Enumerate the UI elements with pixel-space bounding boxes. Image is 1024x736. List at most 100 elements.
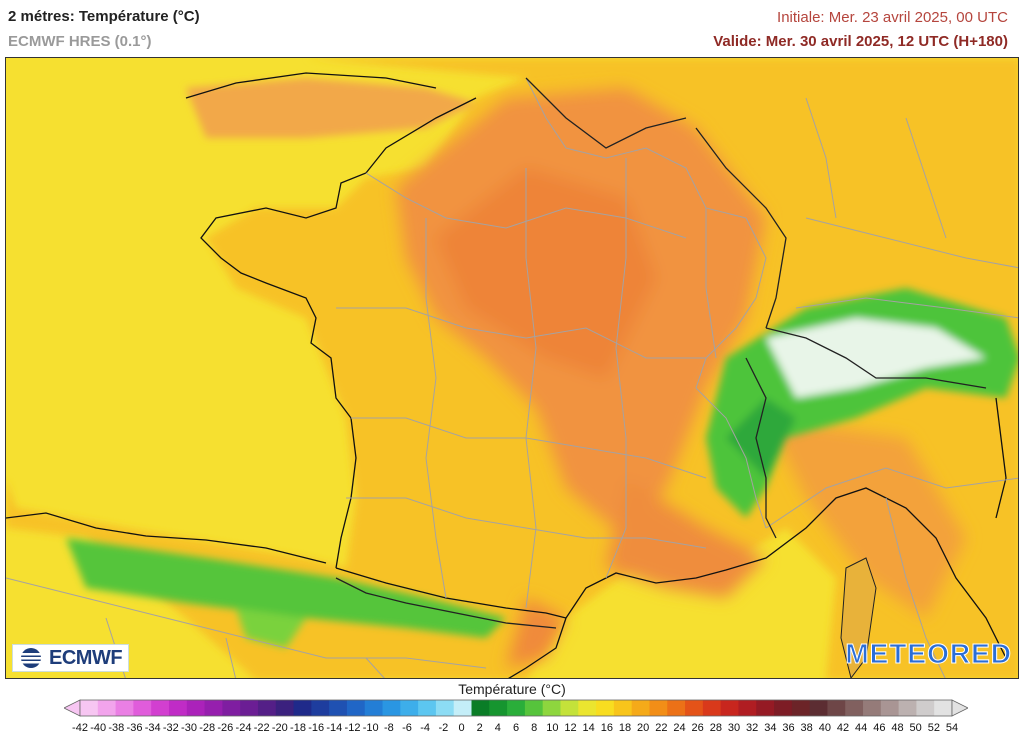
colorbar-segment	[631, 700, 650, 716]
colorbar-segment	[560, 700, 579, 716]
corsica-island	[840, 557, 877, 678]
valid-time: Valide: Mer. 30 avril 2025, 12 UTC (H+18…	[713, 33, 1008, 50]
colorbar-segment	[115, 700, 134, 716]
colorbar-tick-label: -26	[217, 722, 234, 734]
colorbar-tick-label: 38	[800, 722, 813, 734]
initial-time: Initiale: Mer. 23 avril 2025, 00 UTC	[777, 9, 1008, 26]
colorbar-tick-label: -16	[308, 722, 325, 734]
colorbar-segment	[880, 700, 900, 716]
colorbar-segment	[507, 700, 526, 716]
colorbar-tick-label: -42	[72, 722, 88, 734]
colorbar-segment	[756, 700, 775, 716]
colorbar-segment	[845, 700, 864, 716]
colorbar-tick-label: 42	[836, 722, 850, 734]
colorbar-segment	[649, 700, 668, 716]
colorbar-tick-label: 16	[600, 722, 613, 734]
colorbar-tick-label: -28	[199, 722, 216, 734]
alps-mountains	[706, 288, 1018, 518]
colorbar-segment	[400, 700, 419, 716]
colorbar-tick-label: 44	[855, 722, 868, 734]
colorbar-segment	[418, 700, 437, 716]
colorbar-tick-label: -22	[253, 722, 270, 734]
colorbar-segment	[702, 700, 722, 716]
map-title: 2 métres: Température (°C)	[8, 8, 200, 25]
colorbar-segment	[827, 700, 846, 716]
warm-core	[396, 88, 966, 668]
ecmwf-logo: ECMWF	[12, 644, 130, 672]
colorbar-tick-label: -2	[438, 722, 449, 734]
colorbar-tick-label: -4	[420, 722, 431, 734]
colorbar-segment	[151, 700, 170, 716]
colorbar-segment	[133, 700, 152, 716]
colorbar-segment	[809, 700, 828, 716]
colorbar-segment	[435, 700, 455, 716]
colorbar-tick-label: 12	[564, 722, 577, 734]
colorbar-segment	[346, 700, 366, 716]
colorbar-tick-label: 40	[818, 722, 831, 734]
colorbar-tick-label: 4	[494, 722, 501, 734]
colorbar-segment	[898, 700, 917, 716]
colorbar-segment	[329, 700, 348, 716]
colorbar-segment	[667, 700, 686, 716]
colorbar-tick-label: -24	[235, 722, 252, 734]
colorbar-tick-label: -10	[362, 722, 379, 734]
colorbar-segment	[578, 700, 597, 716]
colorbar-tick-label: -38	[108, 722, 125, 734]
colorbar-tick-label: -14	[326, 722, 343, 734]
colorbar-tick-label: -32	[162, 722, 179, 734]
colorbar-segment	[168, 700, 188, 716]
colorbar-tick-label: 20	[637, 722, 650, 734]
colorbar-segment	[257, 700, 277, 716]
colorbar-segment	[364, 700, 384, 716]
colorbar-tick-label: -36	[126, 722, 143, 734]
pyrenees-mountains	[66, 538, 506, 648]
colorbar-tick-label: -40	[90, 722, 107, 734]
colorbar-tick-label: 30	[727, 722, 741, 734]
colorbar-tick-label: -34	[144, 722, 161, 734]
colorbar-tick-label: -20	[271, 722, 288, 734]
meteored-logo: METEORED	[845, 638, 1012, 670]
ecmwf-logo-text: ECMWF	[49, 646, 123, 669]
colorbar-arrow-min	[64, 699, 81, 717]
colorbar-segment	[738, 700, 757, 716]
colorbar-tick-label: -8	[383, 722, 394, 734]
colorbar-tick-label: 34	[764, 722, 777, 734]
colorbar-tick-label: 50	[909, 722, 922, 734]
colorbar-tick-label: 8	[531, 722, 538, 734]
legend-title: Température (°C)	[458, 681, 566, 697]
colorbar-segment	[471, 700, 490, 716]
colorbar-segment	[204, 700, 223, 716]
colorbar-segment	[791, 700, 811, 716]
colorbar-segment	[524, 700, 544, 716]
colorbar-segment	[934, 700, 953, 716]
colorbar-segment	[774, 700, 793, 716]
colorbar-arrow-max	[951, 699, 968, 717]
colorbar-tick-label: 46	[873, 722, 886, 734]
colorbar-segment	[685, 700, 704, 716]
colorbar-tick-label: 28	[709, 722, 722, 734]
colorbar-segment	[311, 700, 330, 716]
colorbar-tick-label: 10	[546, 722, 559, 734]
admin-borders	[6, 77, 1018, 678]
colorbar-segment	[863, 700, 882, 716]
model-label: ECMWF HRES (0.1°)	[8, 33, 152, 50]
colorbar-segment	[542, 700, 561, 716]
colorbar-tick-label: 48	[891, 722, 904, 734]
colorbar-segment	[596, 700, 615, 716]
colorbar-segment	[720, 700, 739, 716]
colorbar-segment	[293, 700, 312, 716]
colorbar-segment	[382, 700, 401, 716]
colorbar-tick-label: 0	[458, 722, 465, 734]
colorbar-segment	[80, 700, 99, 716]
map-canvas	[6, 58, 1018, 678]
colorbar-segment	[489, 700, 508, 716]
colorbar-tick-label: 26	[691, 722, 704, 734]
colorbar-segment	[222, 700, 241, 716]
ecmwf-emblem-icon	[21, 648, 41, 668]
temperature-map[interactable]: ECMWF METEORED	[5, 57, 1019, 679]
colorbar-segment	[186, 700, 206, 716]
colorbar-segment	[613, 700, 633, 716]
colorbar-segment	[240, 700, 259, 716]
colorbar-tick-label: 54	[945, 722, 959, 734]
colorbar-tick-label: -6	[402, 722, 412, 734]
